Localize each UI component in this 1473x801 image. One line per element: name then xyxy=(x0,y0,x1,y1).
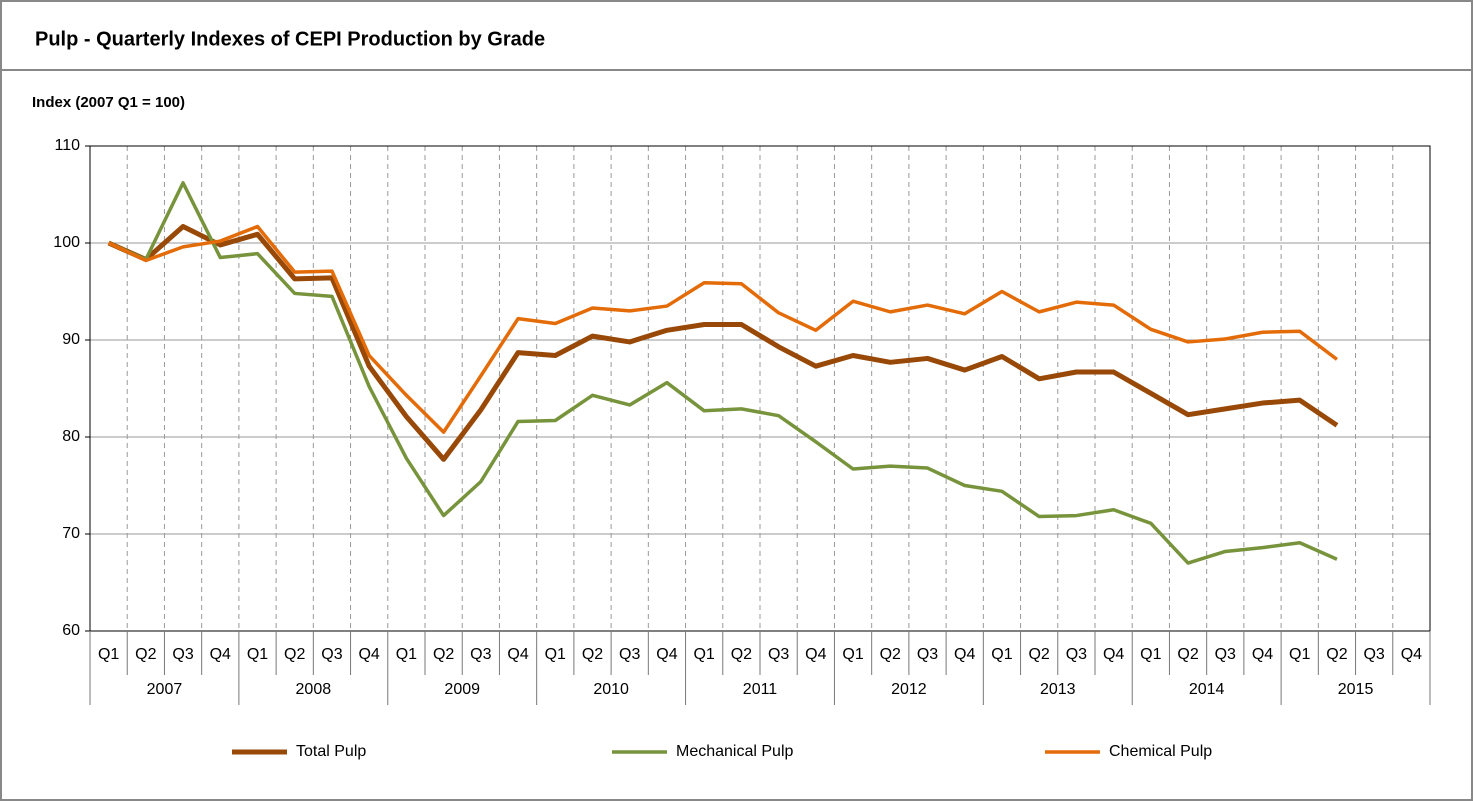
y-tick-label: 100 xyxy=(53,234,80,251)
y-tick-label: 80 xyxy=(62,428,80,445)
x-group-label: 2013 xyxy=(1040,681,1076,698)
x-tick-label: Q1 xyxy=(247,646,268,663)
legend-label: Mechanical Pulp xyxy=(676,743,794,760)
x-tick-label: Q3 xyxy=(321,646,342,663)
x-tick-label: Q1 xyxy=(98,646,119,663)
x-tick-label: Q1 xyxy=(693,646,714,663)
x-group-label: 2009 xyxy=(444,681,480,698)
x-tick-label: Q4 xyxy=(358,646,379,663)
y-tick-label: 70 xyxy=(62,525,80,542)
x-tick-label: Q4 xyxy=(1103,646,1124,663)
x-tick-label: Q2 xyxy=(1177,646,1198,663)
series-line xyxy=(107,224,1339,462)
x-group-label: 2014 xyxy=(1189,681,1225,698)
x-group-label: 2015 xyxy=(1338,681,1374,698)
x-tick-label: Q4 xyxy=(954,646,975,663)
x-tick-label: Q4 xyxy=(507,646,528,663)
x-tick-label: Q3 xyxy=(1066,646,1087,663)
x-tick-label: Q3 xyxy=(172,646,193,663)
x-tick-label: Q1 xyxy=(842,646,863,663)
legend-label: Total Pulp xyxy=(296,743,366,760)
x-group-label: 2011 xyxy=(743,681,778,698)
y-tick-label: 90 xyxy=(62,331,80,348)
x-tick-label: Q3 xyxy=(619,646,640,663)
x-tick-label: Q3 xyxy=(768,646,789,663)
x-tick-label: Q2 xyxy=(880,646,901,663)
x-tick-label: Q3 xyxy=(1215,646,1236,663)
y-axis-title: Index (2007 Q1 = 100) xyxy=(32,94,185,111)
y-tick-label: 110 xyxy=(54,137,80,154)
x-tick-label: Q2 xyxy=(433,646,454,663)
x-tick-label: Q4 xyxy=(805,646,826,663)
series-line xyxy=(107,181,1338,565)
x-tick-label: Q3 xyxy=(917,646,938,663)
x-tick-label: Q2 xyxy=(582,646,603,663)
x-tick-label: Q2 xyxy=(1028,646,1049,663)
x-tick-label: Q4 xyxy=(1401,646,1422,663)
x-tick-label: Q1 xyxy=(991,646,1012,663)
x-group-label: 2008 xyxy=(296,681,332,698)
x-tick-label: Q1 xyxy=(1140,646,1161,663)
x-tick-label: Q1 xyxy=(545,646,566,663)
x-tick-label: Q2 xyxy=(731,646,752,663)
x-tick-label: Q2 xyxy=(284,646,305,663)
chart-title: Pulp - Quarterly Indexes of CEPI Product… xyxy=(35,28,545,50)
x-group-label: 2007 xyxy=(147,681,183,698)
x-tick-label: Q4 xyxy=(1252,646,1273,663)
legend-label: Chemical Pulp xyxy=(1109,743,1212,760)
x-tick-label: Q4 xyxy=(210,646,231,663)
x-tick-label: Q3 xyxy=(470,646,491,663)
x-tick-label: Q4 xyxy=(656,646,677,663)
x-tick-label: Q1 xyxy=(1289,646,1310,663)
x-tick-label: Q2 xyxy=(135,646,156,663)
x-tick-label: Q1 xyxy=(396,646,417,663)
x-group-label: 2012 xyxy=(891,681,927,698)
y-tick-label: 60 xyxy=(62,622,80,639)
x-tick-label: Q2 xyxy=(1326,646,1347,663)
x-tick-label: Q3 xyxy=(1363,646,1384,663)
series-line xyxy=(107,224,1338,434)
x-group-label: 2010 xyxy=(593,681,629,698)
